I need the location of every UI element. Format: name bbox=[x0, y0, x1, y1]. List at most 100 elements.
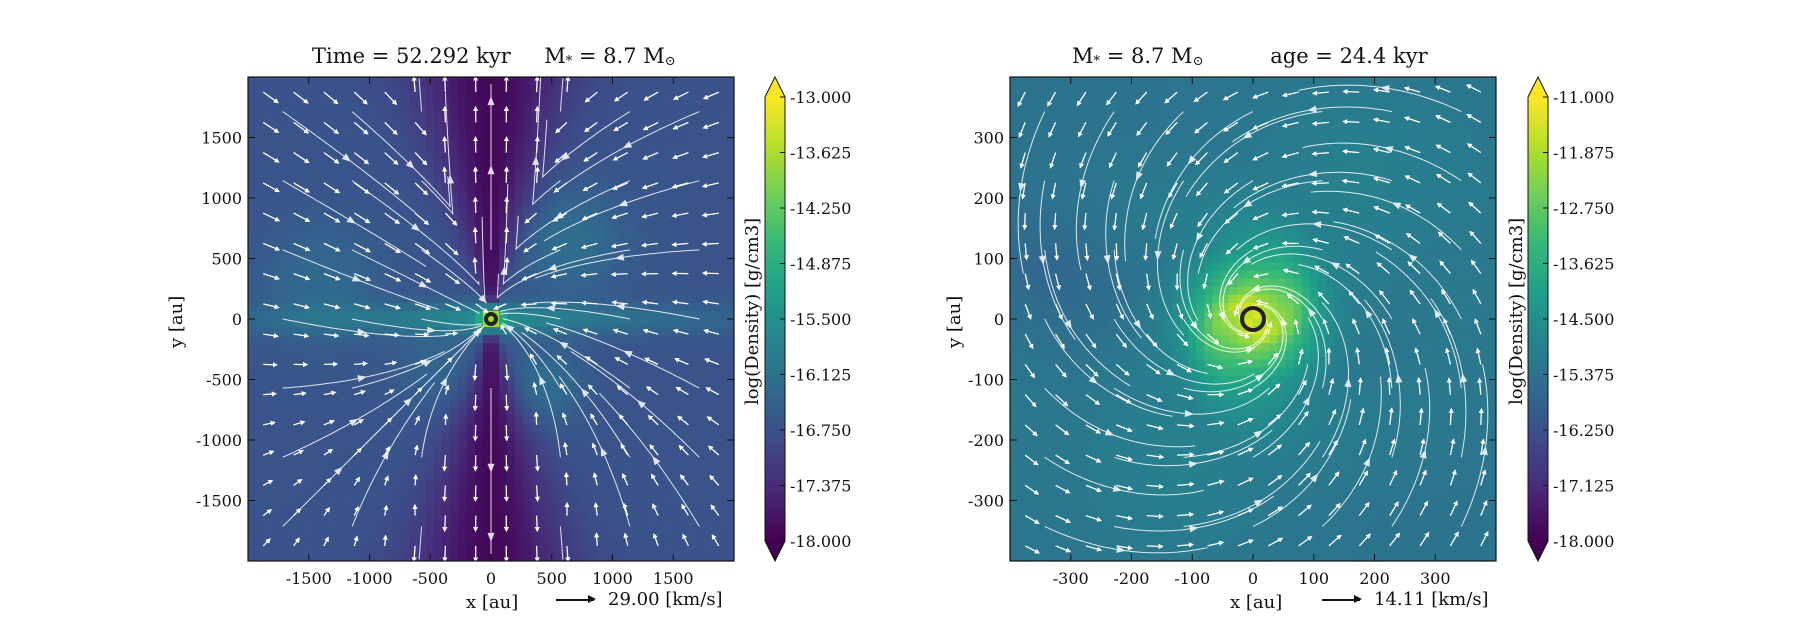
heatmap-cell bbox=[677, 391, 686, 401]
heatmap-cell bbox=[580, 302, 589, 312]
heatmap-cell bbox=[1107, 206, 1116, 215]
heatmap-cell bbox=[1123, 407, 1133, 417]
heatmap-cell bbox=[466, 431, 476, 441]
heatmap-cell bbox=[717, 319, 727, 328]
heatmap-cell bbox=[1099, 319, 1108, 328]
heatmap-cell bbox=[580, 262, 589, 272]
heatmap-cell bbox=[1026, 440, 1035, 449]
heatmap-cell bbox=[539, 230, 549, 239]
heatmap-cell bbox=[515, 448, 524, 457]
streamline-arrowhead bbox=[652, 456, 661, 466]
heatmap-cell bbox=[458, 109, 468, 118]
heatmap-cell bbox=[393, 407, 403, 417]
heatmap-cell bbox=[693, 286, 703, 296]
heatmap-cell bbox=[458, 528, 468, 538]
panel1-frame bbox=[247, 76, 735, 562]
heatmap-cell bbox=[612, 117, 622, 126]
heatmap-cell bbox=[337, 456, 346, 465]
heatmap-cell bbox=[1131, 399, 1141, 409]
heatmap-cell bbox=[499, 189, 508, 199]
heatmap-cell bbox=[256, 512, 265, 522]
heatmap-cell bbox=[555, 359, 565, 368]
heatmap-cell bbox=[442, 343, 452, 352]
heatmap-cell bbox=[725, 302, 734, 312]
heatmap-cell bbox=[628, 359, 638, 368]
heatmap-cell bbox=[353, 230, 362, 239]
heatmap-cell bbox=[320, 157, 330, 167]
heatmap-cell bbox=[401, 423, 411, 433]
heatmap-cell bbox=[491, 310, 500, 320]
heatmap-cell bbox=[596, 165, 605, 175]
streamline bbox=[351, 339, 471, 458]
y-tick-label: -500 bbox=[206, 371, 242, 390]
velocity-vector bbox=[293, 182, 311, 193]
heatmap-cell bbox=[1107, 286, 1116, 296]
heatmap-cell bbox=[644, 367, 654, 377]
heatmap-cell bbox=[442, 149, 452, 159]
heatmap-cell bbox=[353, 93, 362, 102]
heatmap-cell bbox=[531, 214, 541, 223]
heatmap-cell bbox=[353, 544, 362, 554]
velocity-vector bbox=[444, 242, 459, 256]
heatmap-cell bbox=[288, 520, 298, 530]
heatmap-cell bbox=[620, 544, 630, 554]
heatmap-cell bbox=[709, 206, 719, 215]
heatmap-cell bbox=[248, 359, 257, 368]
heatmap-cell bbox=[280, 472, 290, 481]
heatmap-cell bbox=[693, 77, 703, 86]
heatmap-cell bbox=[499, 480, 508, 489]
heatmap-cell bbox=[628, 480, 638, 489]
heatmap-cell bbox=[1082, 407, 1092, 417]
heatmap-cell bbox=[563, 504, 573, 514]
velocity-vector bbox=[293, 507, 302, 517]
heatmap-cell bbox=[709, 472, 719, 481]
heatmap-cell bbox=[669, 173, 678, 183]
heatmap-cell bbox=[693, 189, 703, 199]
heatmap-cell bbox=[434, 222, 443, 231]
velocity-vector bbox=[353, 242, 371, 253]
heatmap-cell bbox=[256, 77, 265, 86]
heatmap-cell bbox=[1050, 246, 1060, 256]
heatmap-cell bbox=[353, 488, 362, 498]
heatmap-cell bbox=[491, 125, 500, 135]
heatmap-cell bbox=[466, 456, 476, 465]
streamline bbox=[532, 77, 561, 206]
heatmap-cell bbox=[515, 464, 524, 473]
heatmap-cell bbox=[458, 149, 468, 159]
heatmap-cell bbox=[264, 77, 273, 86]
heatmap-cell bbox=[604, 407, 614, 417]
heatmap-cell bbox=[458, 238, 468, 247]
heatmap-cell bbox=[466, 335, 476, 344]
heatmap-cell bbox=[499, 351, 508, 360]
heatmap-cell bbox=[272, 262, 281, 272]
heatmap-cell bbox=[1074, 423, 1084, 433]
heatmap-cell bbox=[280, 520, 290, 530]
heatmap-cell bbox=[499, 399, 508, 409]
heatmap-cell bbox=[1066, 214, 1076, 223]
heatmap-cell bbox=[369, 302, 379, 312]
heatmap-cell bbox=[248, 125, 257, 135]
heatmap-cell bbox=[555, 375, 565, 385]
heatmap-cell bbox=[312, 278, 322, 288]
heatmap-cell bbox=[264, 472, 273, 481]
velocity-vector bbox=[384, 303, 402, 310]
heatmap-cell bbox=[725, 117, 734, 126]
heatmap-cell bbox=[345, 189, 354, 199]
heatmap-cell bbox=[701, 520, 711, 530]
heatmap-cell bbox=[1026, 206, 1035, 215]
heatmap-cell bbox=[1091, 93, 1100, 102]
heatmap-cell bbox=[248, 222, 257, 231]
heatmap-cell bbox=[272, 423, 281, 433]
heatmap-cell bbox=[393, 351, 403, 360]
heatmap-cell bbox=[442, 496, 452, 506]
heatmap-cell bbox=[353, 512, 362, 522]
heatmap-cell bbox=[523, 359, 533, 368]
heatmap-cell bbox=[410, 222, 419, 231]
velocity-vector bbox=[701, 241, 719, 247]
velocity-vector bbox=[444, 357, 453, 365]
heatmap-cell bbox=[1074, 512, 1084, 522]
heatmap-cell bbox=[361, 302, 371, 312]
heatmap-cell bbox=[612, 520, 622, 530]
heatmap-cell bbox=[677, 448, 686, 457]
heatmap-cell bbox=[1050, 165, 1060, 175]
